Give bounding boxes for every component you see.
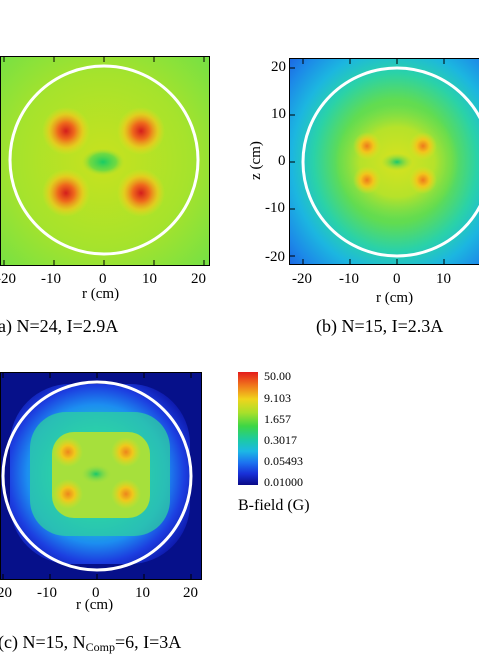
colorbar-label: 50.00 <box>264 369 291 383</box>
panel-a-ticks <box>3 56 205 266</box>
panel-c-hotspot <box>111 479 141 509</box>
panel-b-ytick: -10 <box>265 200 285 216</box>
panel-b-xtick: 0 <box>393 271 401 287</box>
heatmap-panel-c <box>0 372 202 580</box>
panel-c-caption: (c) N=15, NComp=6, I=3A <box>0 632 181 655</box>
colorbar-gradient <box>238 372 258 485</box>
panel-b-xtick: -20 <box>292 271 312 287</box>
panel-b-ytick: 0 <box>278 153 286 169</box>
panel-b-caption: (b) N=15, I=2.3A <box>316 316 444 336</box>
panel-c-xtick: 10 <box>135 585 150 601</box>
panel-a-center-blob <box>81 148 125 176</box>
panel-b-ticks <box>289 58 445 265</box>
heatmap-panel-b <box>289 58 479 265</box>
panel-c-caption-suffix: =6, I=3A <box>114 632 182 652</box>
panel-c-center-blob <box>80 464 112 484</box>
panel-c-frame <box>0 372 202 580</box>
panel-c-hotspot <box>111 437 141 467</box>
panel-a-hotspot <box>42 169 90 217</box>
colorbar-label: 0.3017 <box>264 433 297 447</box>
colorbar-label: 9.103 <box>264 391 291 405</box>
panel-a-xtick: -10 <box>41 271 61 287</box>
panel-c-xtick: 20 <box>183 585 198 601</box>
panel-a-xtick: 0 <box>99 271 107 287</box>
panel-b-hotspot <box>409 166 437 194</box>
panel-a-hotspot <box>117 169 165 217</box>
colorbar-label: 0.05493 <box>264 454 303 468</box>
panel-c-boundary-circle <box>1 380 193 572</box>
panel-a-hotspot <box>42 107 90 155</box>
panel-a-caption: a) N=24, I=2.9A <box>0 316 119 336</box>
panel-a-xtick: -20 <box>0 271 16 287</box>
panel-a-xlabel: r (cm) <box>82 286 120 302</box>
panel-c-xtick: -10 <box>37 585 57 601</box>
panel-c-caption-prefix: (c) N=15, N <box>0 632 86 652</box>
panel-c-hotspot <box>53 437 83 467</box>
panel-c-hotspot <box>53 479 83 509</box>
panel-a-xtick: 10 <box>142 271 157 287</box>
panel-b-ylabel: z (cm) <box>247 141 264 180</box>
panel-b-ytick: 20 <box>271 59 286 75</box>
panel-b-ytick: -20 <box>265 249 285 265</box>
panel-b-xtick: 10 <box>436 271 451 287</box>
panel-c-caption-subscript: Comp <box>85 640 115 654</box>
panel-a-xtick: 20 <box>191 271 206 287</box>
panel-a-hotspot <box>117 107 165 155</box>
panel-b-hotspot <box>353 132 381 160</box>
colorbar-label: 0.01000 <box>264 475 303 489</box>
panel-b-center-blob <box>381 153 413 171</box>
colorbar-title: B-field (G) <box>238 497 310 514</box>
panel-b-hotspot <box>353 166 381 194</box>
panel-b-ytick: 10 <box>271 106 286 122</box>
heatmap-panel-a <box>0 56 210 266</box>
colorbar-label: 1.657 <box>264 412 291 426</box>
panel-c-xlabel: r (cm) <box>76 597 114 613</box>
panel-a-frame <box>0 56 210 266</box>
panel-b-xtick: -10 <box>339 271 359 287</box>
panel-c-ticks <box>2 372 192 580</box>
panel-b-hotspot <box>409 132 437 160</box>
panel-c-xtick: 0 <box>92 585 100 601</box>
panel-b-xlabel: r (cm) <box>376 290 414 306</box>
panel-b-boundary-circle <box>301 66 479 258</box>
panel-a-boundary-circle <box>8 64 200 256</box>
panel-c-xtick: 20 <box>0 585 12 601</box>
colorbar <box>238 372 258 485</box>
